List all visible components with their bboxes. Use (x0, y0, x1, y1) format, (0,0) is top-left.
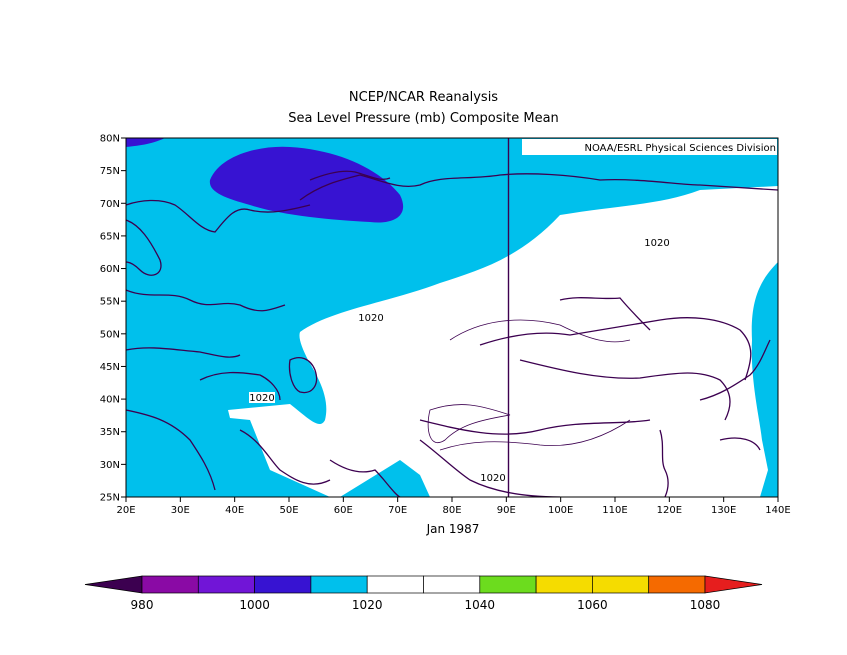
colorbar-segment (141, 575, 199, 594)
colorbar-label: 1080 (690, 598, 721, 612)
pressure-contours (427, 319, 631, 451)
lat-tick-label: 80N (100, 134, 120, 145)
colorbar-segment (704, 575, 763, 594)
lon-tick-label: 110E (602, 505, 627, 516)
colorbar-segment (366, 575, 424, 594)
chart-title: NCEP/NCAR Reanalysis (348, 90, 499, 105)
lon-tick-label: 70E (388, 505, 407, 516)
lon-tick-label: 50E (279, 505, 298, 516)
contour-label: 1020 (249, 393, 274, 404)
lat-tick-label: 60N (100, 264, 120, 275)
coastlines (126, 170, 778, 497)
colorbar-segment (310, 575, 368, 594)
colorbar-segment (479, 575, 537, 594)
lon-tick-label: 80E (442, 505, 461, 516)
lat-tick-label: 75N (100, 166, 120, 177)
lon-tick-label: 90E (497, 505, 516, 516)
contour-label: 1020 (480, 473, 505, 484)
colorbar-segment (254, 575, 312, 594)
pressure-fill-corner (126, 138, 165, 147)
colorbar-segment (592, 575, 650, 594)
colorbar-label: 980 (131, 598, 154, 612)
colorbar-segment (197, 575, 255, 594)
pressure-fill-1020-1040 (228, 186, 778, 497)
lon-tick-label: 140E (765, 505, 790, 516)
lat-tick-label: 50N (100, 329, 120, 340)
colorbar-label: 1040 (465, 598, 496, 612)
lat-tick-label: 45N (100, 362, 120, 373)
lat-tick-label: 25N (100, 493, 120, 504)
colorbar-segment (423, 575, 481, 594)
date-label: Jan 1987 (426, 522, 480, 536)
colorbar-segment (84, 575, 143, 594)
lon-tick-label: 130E (711, 505, 736, 516)
colorbar-label: 1000 (239, 598, 270, 612)
contour-label: 1020 (358, 313, 383, 324)
colorbar-label: 1060 (577, 598, 608, 612)
lat-tick-label: 40N (100, 395, 120, 406)
pressure-fill-1000-1010 (209, 146, 404, 223)
lon-tick-label: 100E (548, 505, 573, 516)
colorbar: 980 1000 1020 1040 1060 1080 (84, 575, 763, 612)
contour-label: 1020 (644, 238, 669, 249)
lat-tick-label: 30N (100, 460, 120, 471)
lon-tick-label: 30E (171, 505, 190, 516)
lon-tick-label: 20E (116, 505, 135, 516)
lat-tick-label: 65N (100, 231, 120, 242)
colorbar-segment (535, 575, 593, 594)
lon-tick-label: 120E (657, 505, 682, 516)
credit-box (522, 139, 777, 155)
lat-tick-label: 35N (100, 427, 120, 438)
lat-tick-label: 70N (100, 199, 120, 210)
credit-text: NOAA/ESRL Physical Sciences Division (585, 143, 777, 154)
chart-subtitle: Sea Level Pressure (mb) Composite Mean (288, 111, 559, 126)
colorbar-segment (648, 575, 706, 594)
lon-tick-label: 60E (334, 505, 353, 516)
lon-tick-label: 40E (225, 505, 244, 516)
colorbar-label: 1020 (352, 598, 383, 612)
map-plot-area (126, 138, 778, 497)
lat-tick-label: 55N (100, 297, 120, 308)
